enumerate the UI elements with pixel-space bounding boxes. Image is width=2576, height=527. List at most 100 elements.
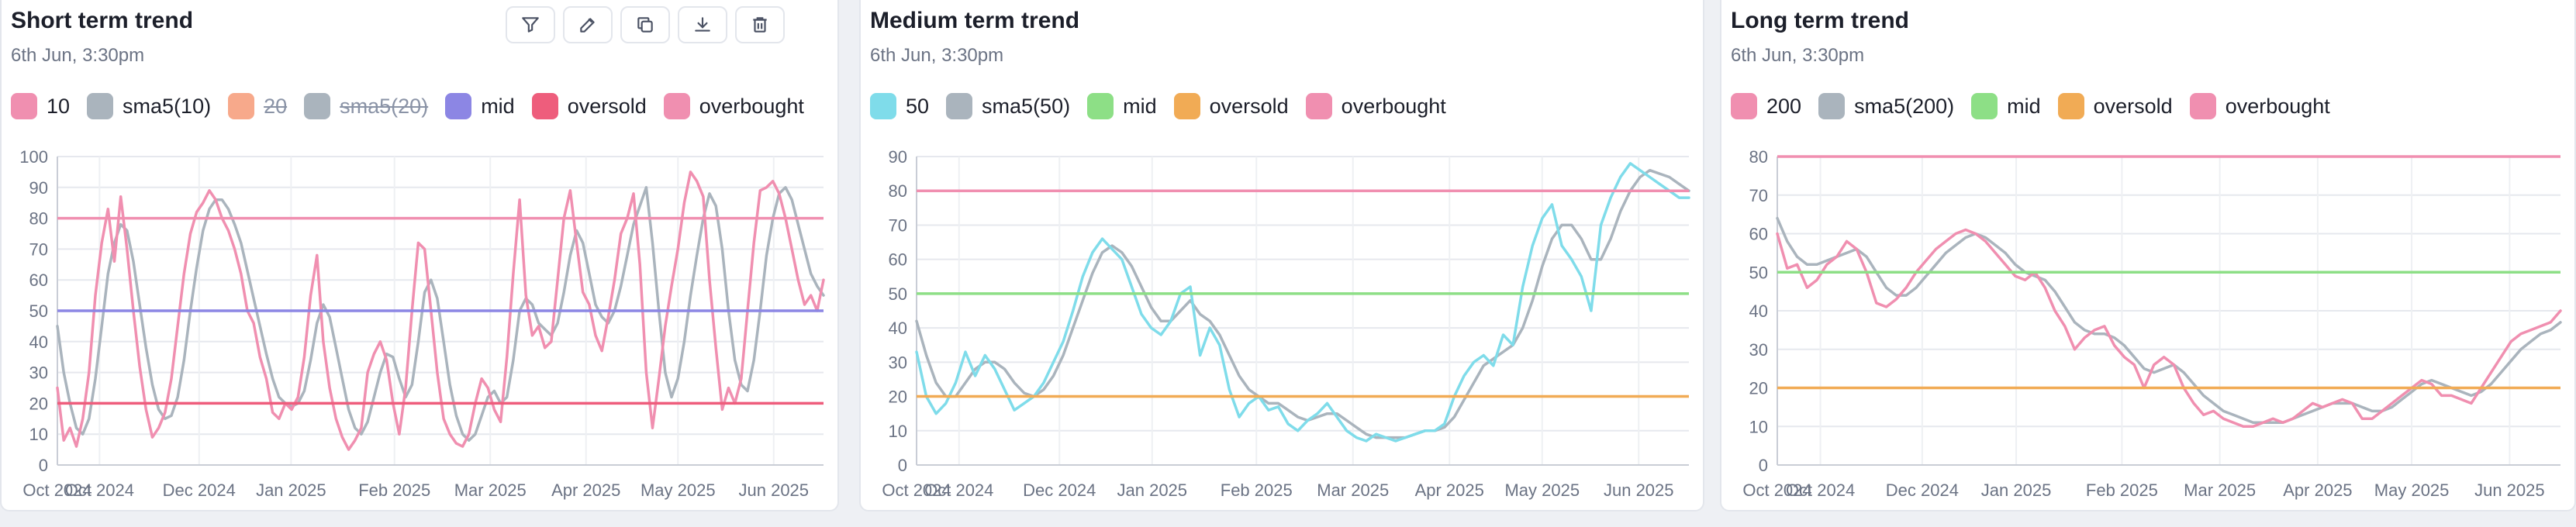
y-tick-label: 10 bbox=[889, 422, 907, 441]
chart-legend: 200 sma5(200) mid oversold overbought bbox=[1731, 93, 2330, 119]
x-tick-label: Dec 2024 bbox=[1023, 480, 1096, 500]
legend-swatch bbox=[2057, 93, 2084, 119]
y-tick-label: 80 bbox=[1749, 147, 1768, 167]
x-tick-label: Feb 2025 bbox=[2086, 480, 2158, 500]
download-icon bbox=[695, 17, 710, 32]
panel-title: Short term trend bbox=[11, 8, 194, 33]
x-tick-label: Mar 2025 bbox=[1317, 480, 1389, 500]
edit-button[interactable] bbox=[563, 6, 613, 43]
x-tick-label: Jan 2025 bbox=[256, 480, 326, 500]
legend-item-1[interactable]: sma5(10) bbox=[87, 93, 211, 119]
legend-label: 50 bbox=[906, 94, 930, 118]
legend-swatch bbox=[870, 93, 896, 119]
copy-icon bbox=[637, 17, 653, 33]
legend-item-5[interactable]: oversold bbox=[531, 93, 647, 119]
delete-button[interactable] bbox=[735, 6, 785, 43]
download-button[interactable] bbox=[678, 6, 727, 43]
legend-label: mid bbox=[2007, 94, 2041, 118]
legend-item-0[interactable]: 50 bbox=[870, 93, 929, 119]
legend-label: 20 bbox=[264, 94, 288, 118]
y-tick-label: 30 bbox=[29, 363, 48, 383]
legend-item-6[interactable]: overbought bbox=[663, 93, 804, 119]
x-tick-label: May 2025 bbox=[2374, 480, 2450, 500]
y-tick-label: 40 bbox=[29, 332, 48, 352]
panel-title: Medium term trend bbox=[870, 8, 1080, 33]
legend-label: overbought bbox=[1341, 94, 1446, 118]
legend-item-4[interactable]: overbought bbox=[1305, 93, 1446, 119]
chart-toolbar bbox=[506, 6, 785, 43]
x-tick-label: Oct 2024 bbox=[882, 480, 951, 500]
x-tick-label: Jun 2025 bbox=[2474, 480, 2545, 500]
x-tick-label: Oct 2024 bbox=[1786, 480, 1855, 500]
y-tick-label: 0 bbox=[1759, 456, 1768, 475]
x-tick-label: Oct 2024 bbox=[22, 480, 92, 500]
legend-label: oversold bbox=[2093, 94, 2173, 118]
trash-icon bbox=[753, 17, 767, 33]
legend-item-0[interactable]: 200 bbox=[1731, 93, 1801, 119]
panel-timestamp: 6th Jun, 3:30pm bbox=[870, 45, 1004, 66]
x-tick-label: May 2025 bbox=[1504, 480, 1580, 500]
legend-swatch bbox=[1305, 93, 1332, 119]
legend-item-2[interactable]: 20 bbox=[228, 93, 287, 119]
legend-label: oversold bbox=[567, 94, 647, 118]
y-tick-label: 60 bbox=[29, 270, 48, 290]
legend-item-1[interactable]: sma5(200) bbox=[1818, 93, 1954, 119]
y-tick-label: 100 bbox=[19, 147, 48, 167]
legend-item-2[interactable]: mid bbox=[1971, 93, 2041, 119]
filter-button[interactable] bbox=[506, 6, 555, 43]
legend-label: overbought bbox=[2225, 94, 2330, 118]
legend-item-0[interactable]: 10 bbox=[11, 93, 70, 119]
short-term-panel: Short term trend 6th Jun, 3:30pm 10 sma5(… bbox=[0, 0, 839, 512]
y-tick-label: 50 bbox=[29, 301, 48, 321]
legend-swatch bbox=[304, 93, 331, 119]
legend-item-3[interactable]: sma5(20) bbox=[304, 93, 428, 119]
series-line-sma5(50) bbox=[915, 168, 1690, 439]
y-tick-label: 60 bbox=[1749, 225, 1768, 244]
legend-swatch bbox=[531, 93, 558, 119]
series-line-50 bbox=[915, 162, 1690, 443]
legend-item-4[interactable]: mid bbox=[445, 93, 515, 119]
medium-term-panel: Medium term trend 6th Jun, 3:30pm 50 sma5… bbox=[859, 0, 1704, 512]
legend-swatch bbox=[228, 93, 255, 119]
x-tick-label: Apr 2025 bbox=[2283, 480, 2352, 500]
y-tick-label: 70 bbox=[889, 215, 907, 235]
legend-item-4[interactable]: overbought bbox=[2189, 93, 2330, 119]
x-tick-label: Jun 2025 bbox=[739, 480, 810, 500]
y-tick-label: 10 bbox=[29, 425, 48, 444]
legend-item-2[interactable]: mid bbox=[1087, 93, 1157, 119]
legend-swatch bbox=[87, 93, 114, 119]
legend-swatch bbox=[1818, 93, 1846, 119]
y-tick-label: 0 bbox=[39, 456, 48, 475]
x-tick-label: Jan 2025 bbox=[1117, 480, 1188, 500]
series-line-200 bbox=[1776, 228, 2562, 429]
series-line-10 bbox=[56, 170, 825, 451]
y-tick-label: 40 bbox=[889, 319, 907, 338]
legend-label: sma5(200) bbox=[1854, 94, 1955, 118]
filter-icon bbox=[522, 17, 539, 33]
legend-item-3[interactable]: oversold bbox=[1173, 93, 1289, 119]
y-tick-label: 40 bbox=[1749, 301, 1768, 321]
edit-icon bbox=[580, 18, 595, 33]
chart-legend: 50 sma5(50) mid oversold overbought bbox=[870, 93, 1446, 119]
x-tick-label: Apr 2025 bbox=[551, 480, 620, 500]
legend-swatch bbox=[1971, 93, 1998, 119]
legend-item-1[interactable]: sma5(50) bbox=[946, 93, 1070, 119]
panel-timestamp: 6th Jun, 3:30pm bbox=[11, 45, 145, 66]
legend-label: sma5(20) bbox=[340, 94, 429, 118]
y-tick-label: 70 bbox=[29, 239, 48, 259]
legend-swatch bbox=[946, 93, 973, 119]
x-tick-label: Mar 2025 bbox=[2184, 480, 2256, 500]
x-tick-label: Oct 2024 bbox=[65, 480, 134, 500]
legend-item-3[interactable]: oversold bbox=[2057, 93, 2173, 119]
y-tick-label: 80 bbox=[29, 209, 48, 229]
y-tick-label: 30 bbox=[889, 353, 907, 372]
panel-title: Long term trend bbox=[1731, 8, 1909, 33]
x-tick-label: May 2025 bbox=[641, 480, 716, 500]
y-tick-label: 20 bbox=[29, 394, 48, 413]
x-tick-label: Jan 2025 bbox=[1981, 480, 2052, 500]
legend-swatch bbox=[445, 93, 472, 119]
y-tick-label: 20 bbox=[1749, 379, 1768, 398]
copy-button[interactable] bbox=[620, 6, 670, 43]
y-tick-label: 0 bbox=[898, 456, 907, 475]
